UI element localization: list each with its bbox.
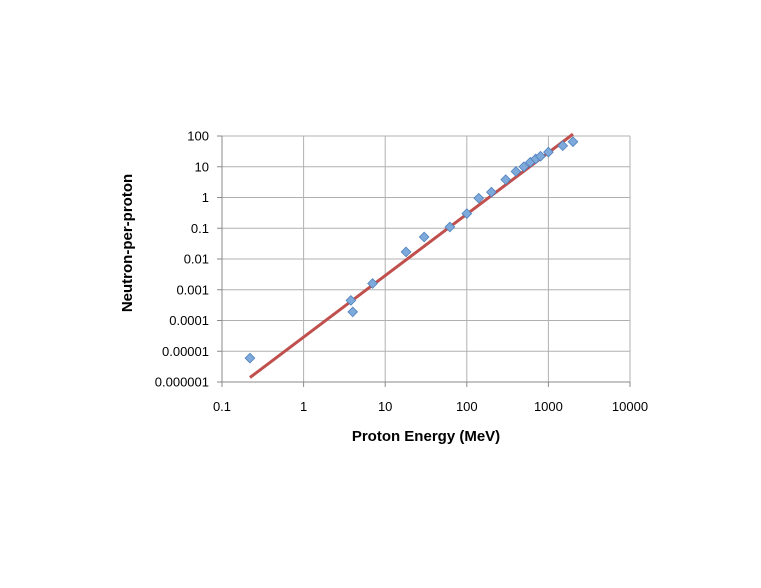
x-axis-title: Proton Energy (MeV) <box>352 428 500 445</box>
y-tick-label: 0.000001 <box>155 375 209 390</box>
y-tick-label: 0.00001 <box>162 344 209 359</box>
data-point <box>418 231 430 243</box>
data-point <box>567 136 579 148</box>
data-points <box>244 136 579 364</box>
data-point <box>400 246 412 258</box>
data-point <box>500 174 512 186</box>
x-tick-label: 10 <box>378 399 392 414</box>
data-point <box>444 221 456 233</box>
grid <box>222 135 631 382</box>
x-tick-label: 100 <box>456 399 478 414</box>
data-point <box>557 140 569 152</box>
data-point <box>367 278 378 289</box>
y-axis-title: Neutron-per-proton <box>119 174 136 312</box>
data-point <box>345 295 357 306</box>
data-point <box>518 161 530 173</box>
y-tick-label: 0.001 <box>176 282 209 297</box>
x-tick-label: 1000 <box>534 399 563 414</box>
data-point <box>461 208 473 219</box>
data-point <box>485 186 497 198</box>
y-tick-label: 100 <box>187 129 209 144</box>
data-point <box>510 166 522 177</box>
data-point <box>347 306 359 318</box>
fit-line <box>249 132 574 379</box>
x-tick-label: 0.1 <box>213 399 231 414</box>
y-tick-label: 10 <box>195 159 209 174</box>
data-point <box>244 352 256 364</box>
y-tick-label: 0.0001 <box>169 313 209 328</box>
data-point <box>473 192 485 204</box>
y-tick-labels: 0.000001 0.00001 0.0001 0.001 0.01 0.1 1 10 100 <box>155 129 209 390</box>
x-tick-label: 1 <box>300 399 307 414</box>
axes <box>217 135 631 387</box>
x-tick-labels: 0.1 1 10 100 1000 10000 <box>213 399 648 414</box>
x-tick-label: 10000 <box>612 399 648 414</box>
fit-line-segment <box>249 132 574 379</box>
data-point <box>535 150 546 162</box>
y-tick-label: 1 <box>202 190 209 205</box>
data-point <box>543 146 554 158</box>
y-tick-label: 0.1 <box>191 221 209 236</box>
y-tick-label: 0.01 <box>184 252 209 267</box>
